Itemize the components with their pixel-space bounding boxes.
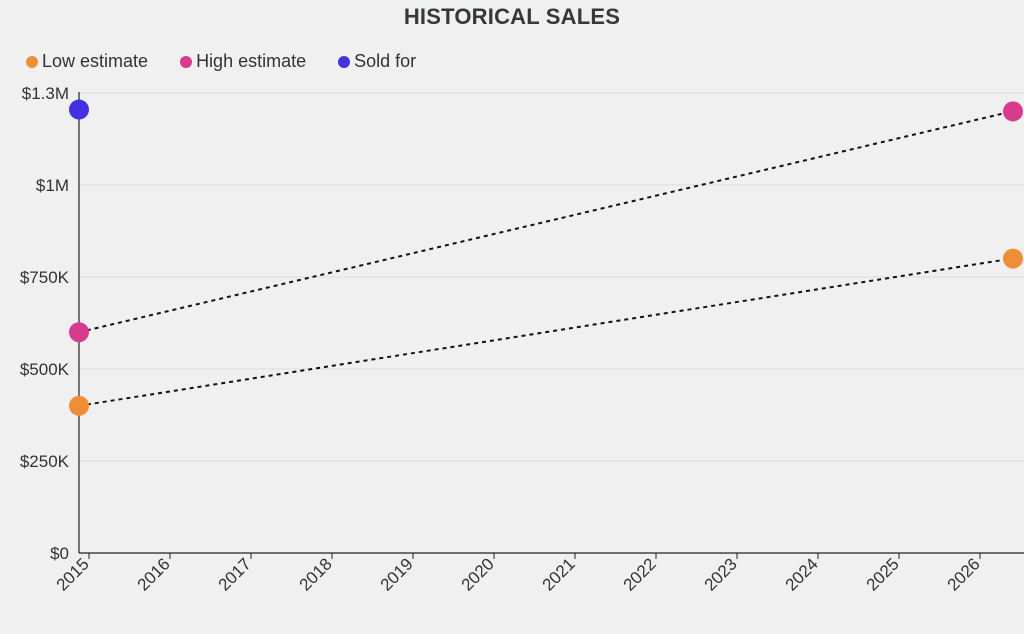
chart-title: HISTORICAL SALES	[403, 4, 621, 29]
y-tick-label-4: $1M	[36, 176, 69, 195]
y-tick-label-3: $750K	[20, 268, 70, 287]
x-tick-label-2024: 2024	[782, 554, 822, 594]
legend-dot-low-estimate	[26, 55, 38, 68]
point-low-estimate-0	[69, 395, 89, 416]
point-sold-for-0	[69, 99, 89, 120]
x-tick-label-2020: 2020	[458, 554, 498, 594]
y-tick-label-1: $250K	[20, 452, 70, 471]
x-tick-label-2019: 2019	[377, 554, 417, 594]
x-tick-label-2018: 2018	[296, 554, 336, 594]
legend-item-sold-for[interactable]: Sold for	[338, 51, 416, 72]
legend-dot-high-estimate	[180, 55, 193, 68]
series-line-high-estimate	[78, 110, 1013, 334]
x-tick-label-2016: 2016	[134, 554, 174, 594]
series-line-low-estimate	[78, 257, 1013, 407]
x-tick-label-2026: 2026	[944, 554, 984, 594]
legend-label-sold-for: Sold for	[354, 51, 417, 71]
x-tick-label-2021: 2021	[539, 554, 579, 594]
x-tick-label-2025: 2025	[863, 554, 903, 594]
legend: Low estimate High estimate Sold for	[26, 51, 448, 72]
legend-label-low-estimate: Low estimate	[42, 51, 149, 71]
legend-dot-sold-for	[338, 55, 351, 68]
point-high-estimate-0	[69, 322, 89, 343]
x-tick-label-2017: 2017	[215, 554, 255, 594]
legend-item-low-estimate[interactable]: Low estimate	[26, 51, 148, 72]
y-tick-label-5: $1.3M	[22, 84, 69, 103]
y-tick-label-2: $500K	[20, 360, 70, 379]
legend-item-high-estimate[interactable]: High estimate	[180, 51, 306, 72]
y-tick-label-0: $0	[50, 544, 69, 563]
legend-label-high-estimate: High estimate	[196, 51, 307, 71]
x-tick-label-2023: 2023	[701, 554, 741, 594]
point-high-estimate-1	[1003, 101, 1023, 122]
x-tick-label-2022: 2022	[620, 554, 660, 594]
point-low-estimate-1	[1003, 248, 1023, 269]
